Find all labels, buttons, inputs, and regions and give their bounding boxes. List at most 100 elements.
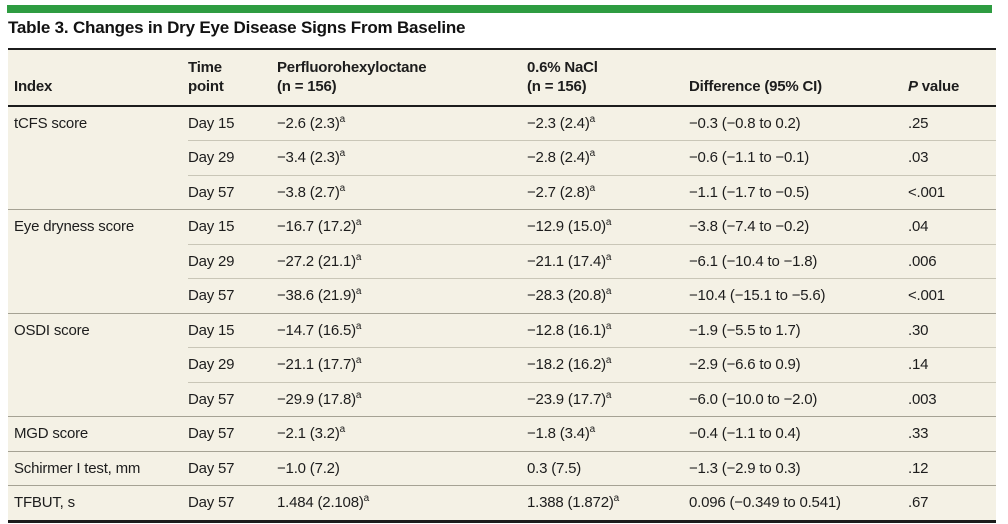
cell-nacl: −12.9 (15.0)a <box>527 209 689 244</box>
cell-pfho: −21.1 (17.7)a <box>277 347 527 382</box>
cell-diff: −2.9 (−6.6 to 0.9) <box>689 347 908 382</box>
table-row: OSDI score Day 15 −14.7 (16.5)a −12.8 (16.1… <box>8 312 996 348</box>
table-row: Day 57 −3.8 (2.7)a −2.7 (2.8)a −1.1 (−1.7 t… <box>8 174 996 210</box>
cell-index: Schirmer I test, mm <box>8 450 188 486</box>
footnote-marker: a <box>363 493 370 504</box>
cell-p: <.001 <box>908 174 996 210</box>
footnote-marker: a <box>339 182 346 194</box>
cell-time: Day 57 <box>188 485 277 521</box>
column-header-diff: Difference (95% CI) <box>689 49 908 107</box>
cell-index: TFBUT, s <box>8 485 188 521</box>
cell-index <box>8 141 188 176</box>
cell-diff: −1.1 (−1.7 to −0.5) <box>689 174 908 210</box>
footnote-marker: a <box>355 217 362 228</box>
column-header-index: Index <box>8 49 188 107</box>
cell-nacl: −2.3 (2.4)a <box>527 113 596 132</box>
cell-index <box>8 279 188 314</box>
footnote-marker: a <box>605 217 612 228</box>
cell-time: Day 15 <box>188 312 277 348</box>
footnote-marker: a <box>355 355 362 366</box>
cell-nacl: −2.7 (2.8)a <box>527 174 689 210</box>
footnote-marker: a <box>355 320 362 332</box>
cell-nacl: −28.3 (20.8)a <box>527 278 689 313</box>
cell-time: Day 57 <box>188 278 277 313</box>
footnote-marker: a <box>605 320 612 332</box>
cell-diff: −6.1 (−10.4 to −1.8) <box>689 243 908 279</box>
cell-p: .04 <box>908 209 996 244</box>
cell-pfho: −27.2 (21.1)a <box>277 243 527 279</box>
accent-bar <box>7 5 992 13</box>
cell-pfho: −16.7 (17.2)a <box>277 209 527 244</box>
cell-nacl: −1.8 (3.4)a <box>527 416 689 451</box>
table-row: tCFS score Day 15 −2.6 (2.3)a −2.3 (2.4)a −0… <box>8 106 996 141</box>
cell-p: .25 <box>908 114 929 132</box>
cell-p: .12 <box>908 450 996 486</box>
cell-pfho: 1.484 (2.108)a <box>277 485 527 521</box>
cell-diff: −3.8 (−7.4 to −0.2) <box>689 209 908 244</box>
data-table: Index Time point Perfluorohexyloctane (n = 1… <box>8 48 996 523</box>
cell-nacl: −2.8 (2.4)a <box>527 140 689 175</box>
header-row: Index Time point Perfluorohexyloctane (n = 1… <box>8 49 996 107</box>
cell-index: Eye dryness score <box>8 209 188 244</box>
table-row: MGD score Day 57 −2.1 (3.2)a −1.8 (3.4)a −0.… <box>8 416 996 451</box>
table-row: Day 29 −21.1 (17.7)a −18.2 (16.2)a −2.9 (−6… <box>8 347 996 383</box>
column-header-p: P value <box>908 49 996 107</box>
cell-nacl: −23.9 (17.7)a <box>527 381 689 417</box>
cell-pfho: −3.4 (2.3)a <box>277 140 527 175</box>
cell-diff: −1.3 (−2.9 to 0.3) <box>689 450 908 486</box>
cell-pfho: −1.0 (7.2) <box>277 450 527 486</box>
cell-time: Day 29 <box>188 347 277 382</box>
cell-pfho: −29.9 (17.8)a <box>277 381 527 417</box>
cell-index: MGD score <box>8 416 188 451</box>
footnote-marker: a <box>355 286 362 297</box>
cell-diff: −6.0 (−10.0 to −2.0) <box>689 381 908 417</box>
cell-index: tCFS score <box>14 114 88 132</box>
cell-diff: −10.4 (−15.1 to −5.6) <box>689 278 908 313</box>
footnote-marker: a <box>589 113 596 125</box>
cell-time: Day 57 <box>188 174 277 210</box>
cell-time: Day 57 <box>188 416 277 451</box>
cell-p: .67 <box>908 485 996 521</box>
footnote-marker: a <box>339 148 346 159</box>
cell-index <box>8 175 188 210</box>
cell-diff: −0.6 (−1.1 to −0.1) <box>689 140 908 175</box>
footnote-marker: a <box>605 355 612 366</box>
cell-nacl: −18.2 (16.2)a <box>527 347 689 382</box>
cell-pfho: −3.8 (2.7)a <box>277 174 527 210</box>
cell-index: OSDI score <box>8 312 188 348</box>
table-row: Day 57 −29.9 (17.8)a −23.9 (17.7)a −6.0 (−1… <box>8 381 996 417</box>
table-title: Table 3. Changes in Dry Eye Disease Sign… <box>8 18 466 37</box>
cell-time: Day 15 <box>188 209 277 244</box>
table-row: Day 57 −38.6 (21.9)a −28.3 (20.8)a −10.4 (−… <box>8 278 996 314</box>
cell-nacl: 0.3 (7.5) <box>527 450 689 486</box>
cell-diff: −0.3 (−0.8 to 0.2) <box>689 114 801 132</box>
footnote-marker: a <box>339 113 346 125</box>
table-row: Schirmer I test, mm Day 57 −1.0 (7.2) 0.3 (… <box>8 450 996 486</box>
cell-index <box>8 348 188 383</box>
cell-time: Day 29 <box>188 243 277 279</box>
column-header-time: Time point <box>188 49 277 107</box>
footnote-marker: a <box>605 251 612 263</box>
cell-pfho: −14.7 (16.5)a <box>277 312 527 348</box>
table-row: Day 29 −3.4 (2.3)a −2.8 (2.4)a −0.6 (−1.1 t… <box>8 140 996 176</box>
cell-p: .33 <box>908 416 996 451</box>
cell-nacl: −12.8 (16.1)a <box>527 312 689 348</box>
cell-pfho: −2.1 (3.2)a <box>277 416 527 451</box>
cell-pfho: −38.6 (21.9)a <box>277 278 527 313</box>
cell-p: .30 <box>908 312 996 348</box>
footnote-marker: a <box>589 148 596 159</box>
cell-index <box>8 382 188 417</box>
column-header-nacl: 0.6% NaCl (n = 156) <box>527 49 689 107</box>
cell-time: Day 29 <box>188 140 277 175</box>
table-row: TFBUT, s Day 57 1.484 (2.108)a 1.388 (1.872… <box>8 485 996 521</box>
footnote-marker: a <box>613 493 620 504</box>
cell-time: Day 15 <box>188 114 235 132</box>
cell-pfho: −2.6 (2.3)a <box>277 113 346 132</box>
cell-time: Day 57 <box>188 381 277 417</box>
footnote-marker: a <box>605 286 612 297</box>
cell-p: .003 <box>908 381 996 417</box>
table-body: tCFS score Day 15 −2.6 (2.3)a −2.3 (2.4)a −0… <box>8 106 996 521</box>
cell-diff: −0.4 (−1.1 to 0.4) <box>689 416 908 451</box>
footnote-marker: a <box>605 389 612 401</box>
